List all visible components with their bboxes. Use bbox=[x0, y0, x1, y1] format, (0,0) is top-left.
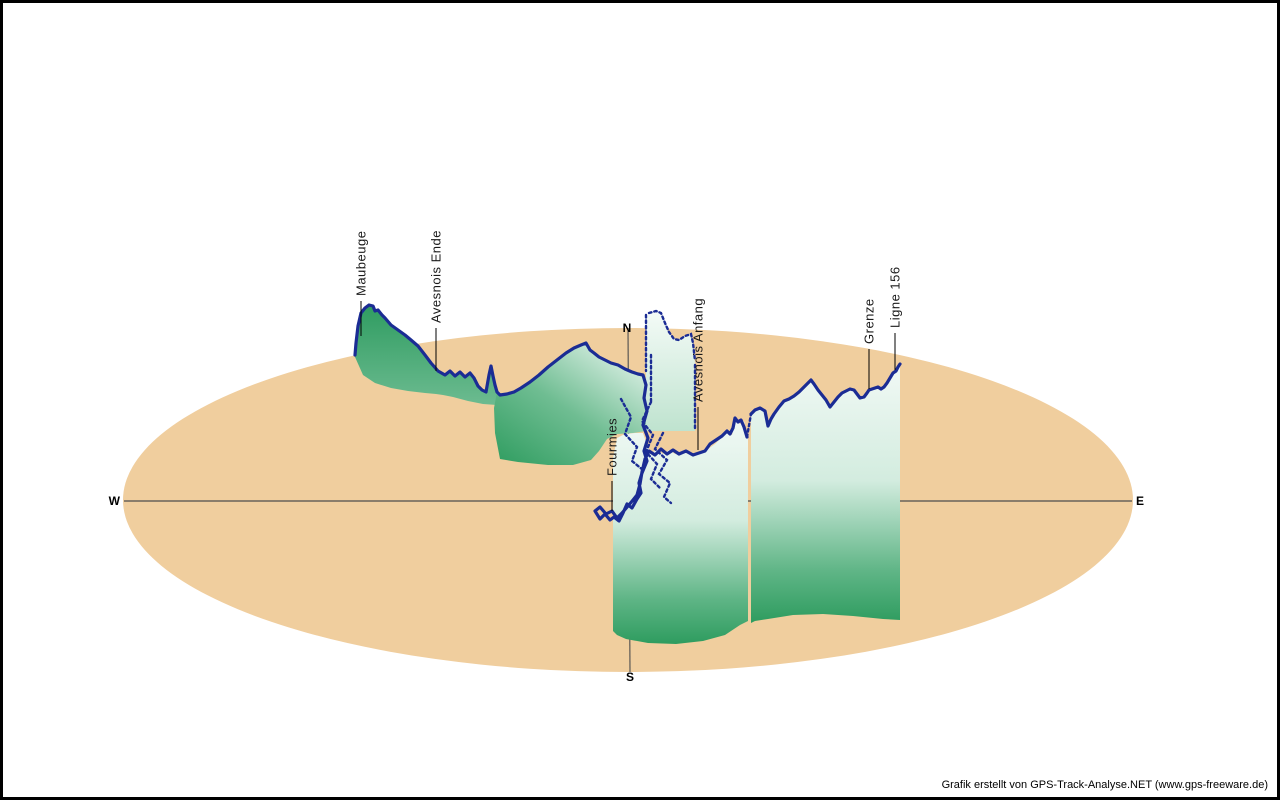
profile-fill-south-wall-east bbox=[751, 364, 900, 623]
direction-profile-chart: Maubeuge Avesnois Ende Fourmies Avesnois An… bbox=[109, 230, 1144, 684]
profile-fill-north-spur bbox=[646, 311, 695, 431]
track-west bbox=[353, 303, 749, 523]
track-east bbox=[749, 362, 902, 428]
track-dotted-chaos-1 bbox=[619, 397, 645, 472]
track-dotted-track-jump bbox=[745, 412, 753, 439]
elevation-profile-fills bbox=[355, 305, 900, 644]
profile-fill-central-ridge bbox=[494, 343, 646, 465]
compass-labels: N S W E bbox=[109, 321, 1144, 684]
waypoint-label: Avesnois Ende bbox=[429, 230, 444, 323]
track-line bbox=[353, 303, 902, 523]
compass-label-east: E bbox=[1136, 494, 1144, 508]
waypoint-label: Avesnois Anfang bbox=[691, 298, 706, 402]
track-dotted-chaos-2 bbox=[640, 400, 663, 491]
waypoint-label: Ligne 156 bbox=[888, 266, 903, 328]
waypoint-label: Fourmies bbox=[605, 418, 620, 476]
compass-label-north: N bbox=[623, 321, 632, 335]
waypoint-label: Maubeuge bbox=[354, 231, 369, 296]
track-dotted-chaos-3 bbox=[653, 431, 673, 505]
compass-label-south: S bbox=[626, 670, 634, 684]
waypoint-label: Grenze bbox=[862, 298, 877, 344]
track-dotted-segments bbox=[619, 309, 753, 505]
waypoint-markers: Maubeuge Avesnois Ende Fourmies Avesnois An… bbox=[354, 230, 903, 511]
attribution-text: Grafik erstellt von GPS-Track-Analyse.NE… bbox=[941, 779, 1268, 791]
track-dotted-spur-top-edge bbox=[647, 309, 697, 363]
compass-label-west: W bbox=[109, 494, 121, 508]
profile-fill-south-wall-west bbox=[613, 419, 748, 644]
profile-fill-maubeuge-ridge bbox=[355, 305, 497, 405]
